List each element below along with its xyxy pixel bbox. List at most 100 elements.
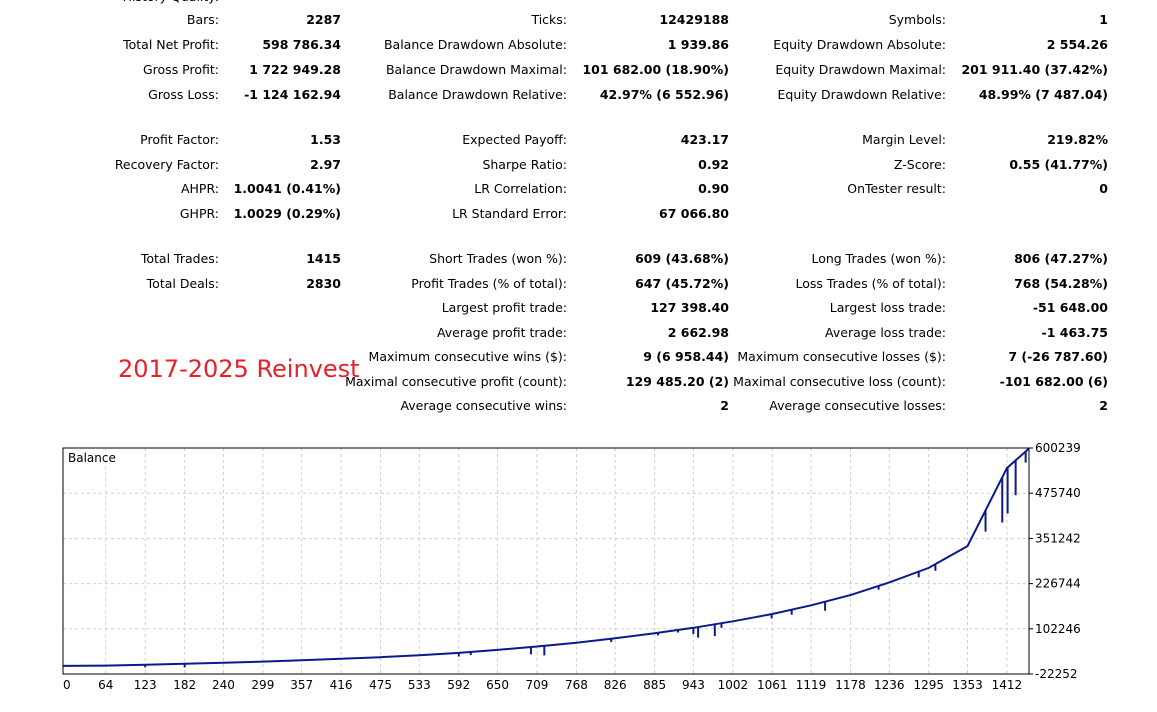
stat-label: Sharpe Ratio:	[482, 157, 567, 172]
stat-label: Average profit trade:	[436, 325, 567, 340]
stat-value: 768 (54.28%)	[1014, 276, 1108, 291]
x-tick-label: 1002	[718, 678, 749, 692]
stat-label: Short Trades (won %):	[429, 251, 567, 266]
stat-value: 0.55 (41.77%)	[1009, 157, 1108, 172]
x-tick-label: 885	[643, 678, 666, 692]
y-tick-label: 226744	[1035, 577, 1081, 591]
x-tick-label: 650	[486, 678, 509, 692]
stat-label: Total Deals:	[146, 276, 219, 291]
x-tick-label: 768	[565, 678, 588, 692]
y-tick-label: 351242	[1035, 531, 1081, 545]
stat-value: -51 648.00	[1032, 300, 1108, 315]
x-tick-label: 1119	[796, 678, 827, 692]
stat-value: 219.82%	[1047, 132, 1108, 147]
x-tick-label: 475	[369, 678, 392, 692]
stat-value: -1 463.75	[1041, 325, 1108, 340]
stat-label: Z-Score:	[893, 157, 946, 172]
chart-title: Balance	[68, 451, 116, 465]
stat-value: 0.90	[698, 181, 729, 196]
stat-value: 1.0029 (0.29%)	[233, 206, 341, 221]
stat-value: 598 786.34	[262, 37, 341, 52]
x-tick-label: 1178	[835, 678, 866, 692]
stat-label: Maximal consecutive loss (count):	[733, 374, 946, 389]
statistics-panel: History Quality: Bars: 2287 Total Net Profi…	[114, 0, 1108, 413]
stat-value: 127 398.40	[650, 300, 729, 315]
x-tick-label: 1353	[952, 678, 983, 692]
x-tick-label: 1061	[757, 678, 788, 692]
stat-value: 2 662.98	[667, 325, 729, 340]
x-tick-label: 709	[526, 678, 549, 692]
x-tick-label: 1236	[874, 678, 905, 692]
stat-value: 67 066.80	[659, 206, 729, 221]
stat-value: 1.0041 (0.41%)	[233, 181, 341, 196]
stat-label: Long Trades (won %):	[811, 251, 946, 266]
x-tick-label: 826	[604, 678, 627, 692]
stat-label: Average consecutive wins:	[400, 398, 567, 413]
stat-label: Loss Trades (% of total):	[795, 276, 946, 291]
stat-label: Balance Drawdown Maximal:	[385, 62, 567, 77]
x-tick-label: 357	[290, 678, 313, 692]
plot-area	[63, 448, 1029, 674]
x-tick-label: 182	[173, 678, 196, 692]
period-annotation: 2017-2025 Reinvest	[118, 355, 360, 383]
stat-label: Profit Factor:	[140, 132, 219, 147]
x-tick-label: 240	[212, 678, 235, 692]
stat-label: Average consecutive losses:	[769, 398, 946, 413]
stat-label: Recovery Factor:	[114, 157, 219, 172]
stat-value: 806 (47.27%)	[1014, 251, 1108, 266]
stat-label: Margin Level:	[862, 132, 946, 147]
stat-value: 2 554.26	[1046, 37, 1108, 52]
y-tick-label: 102246	[1035, 622, 1081, 636]
stat-label: Maximum consecutive wins ($):	[368, 349, 567, 364]
stat-label: Ticks:	[531, 12, 567, 27]
stat-label: OnTester result:	[847, 181, 946, 196]
stat-value: 2	[1099, 398, 1108, 413]
stat-value: 9 (6 958.44)	[643, 349, 729, 364]
stat-value: 1	[1099, 12, 1108, 27]
x-tick-label: 592	[447, 678, 470, 692]
stat-value: 609 (43.68%)	[635, 251, 729, 266]
stat-value: 647 (45.72%)	[635, 276, 729, 291]
stat-label: Equity Drawdown Relative:	[777, 87, 946, 102]
x-tick-label: 123	[134, 678, 157, 692]
stat-value: 101 682.00 (18.90%)	[582, 62, 729, 77]
stat-value: 201 911.40 (37.42%)	[961, 62, 1108, 77]
stat-value: 42.97% (6 552.96)	[599, 87, 729, 102]
stat-value: 2287	[306, 12, 341, 27]
stat-label: LR Correlation:	[474, 181, 567, 196]
stat-label: Bars:	[186, 12, 219, 27]
stat-value: 1415	[306, 251, 341, 266]
stat-label: Total Trades:	[140, 251, 219, 266]
stat-value: 1 939.86	[667, 37, 729, 52]
stat-value: 0.92	[698, 157, 729, 172]
stat-value: -1 124 162.94	[244, 87, 341, 102]
stat-label: Equity Drawdown Absolute:	[773, 37, 946, 52]
stat-label: Expected Payoff:	[462, 132, 567, 147]
stat-label: Gross Profit:	[142, 62, 219, 77]
x-tick-label: 943	[682, 678, 705, 692]
stat-label: Gross Loss:	[148, 87, 219, 102]
stat-label: History Quality:	[123, 0, 219, 5]
stat-value: 1.53	[310, 132, 341, 147]
stat-label: LR Standard Error:	[452, 206, 567, 221]
stat-value: 2830	[306, 276, 341, 291]
stat-value: 0	[1099, 181, 1108, 196]
stat-label: Largest loss trade:	[829, 300, 946, 315]
stat-label: GHPR:	[179, 206, 219, 221]
stat-value: 48.99% (7 487.04)	[978, 87, 1108, 102]
stat-label: Maximum consecutive losses ($):	[737, 349, 946, 364]
stat-label: Average loss trade:	[825, 325, 946, 340]
stat-value: 12429188	[659, 12, 729, 27]
x-tick-label: 64	[98, 678, 113, 692]
x-tick-label: 1295	[913, 678, 944, 692]
stat-label: Balance Drawdown Relative:	[388, 87, 567, 102]
stat-label: Maximal consecutive profit (count):	[345, 374, 567, 389]
stat-label: Balance Drawdown Absolute:	[383, 37, 567, 52]
plot-frame	[62, 447, 1030, 675]
y-tick-label: 475740	[1035, 486, 1081, 500]
x-tick-label: 416	[330, 678, 353, 692]
balance-line	[62, 447, 1030, 667]
stat-value: 2	[720, 398, 729, 413]
x-tick-label: 533	[408, 678, 431, 692]
stat-value: 1 722 949.28	[249, 62, 341, 77]
